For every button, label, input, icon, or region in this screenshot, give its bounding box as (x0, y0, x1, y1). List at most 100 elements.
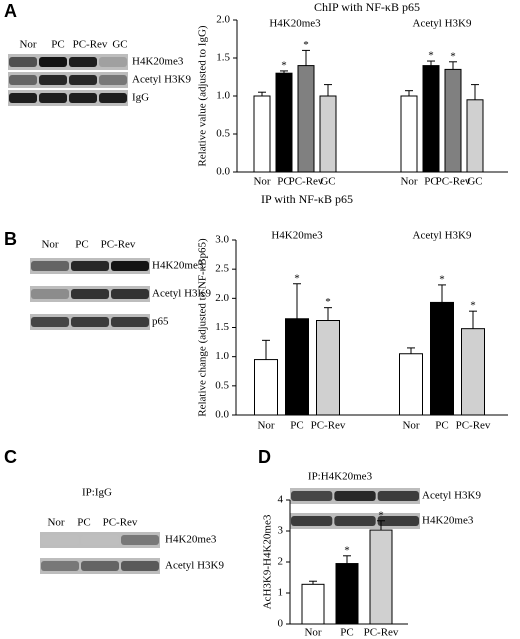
blot-band (31, 289, 69, 299)
blot-title: IP:H4K20me3 (308, 471, 373, 483)
blot-band (111, 289, 149, 299)
significance: * (344, 544, 350, 556)
x-tick-label: Nor (402, 420, 419, 432)
x-tick-label: PC-Rev (436, 176, 471, 188)
blot-band (39, 93, 67, 103)
bar (444, 68, 462, 173)
blot-band (31, 317, 69, 327)
blot-band (377, 491, 419, 501)
blot-band (69, 75, 97, 85)
y-tick-label: 1.0 (215, 350, 229, 362)
x-tick-label: PC-Rev (289, 176, 324, 188)
significance: * (294, 272, 300, 284)
bar (285, 318, 309, 416)
x-tick-label: PC (340, 627, 353, 639)
lane-label: PC-Rev (103, 517, 138, 529)
blot-background (8, 54, 128, 70)
blot-band (291, 491, 333, 501)
x-tick-label: PC (277, 176, 290, 188)
lane-label: Nor (19, 39, 36, 51)
band-label: H4K20me3 (165, 534, 217, 546)
band-label: Acetyl H3K9 (165, 560, 224, 572)
bar (297, 65, 315, 173)
bar (254, 359, 278, 416)
significance: * (470, 300, 476, 312)
x-tick-label: Nor (257, 420, 274, 432)
bar (301, 583, 325, 625)
bar (466, 99, 484, 173)
blot-band (39, 75, 67, 85)
blot-background (8, 90, 128, 106)
significance: * (439, 273, 445, 285)
bar (319, 95, 337, 173)
significance: * (325, 296, 331, 308)
blot-band (69, 57, 97, 67)
blot-band (377, 516, 419, 526)
y-tick-label: 0.5 (215, 379, 229, 391)
bar (335, 563, 359, 625)
blot-band (81, 535, 119, 545)
y-tick-label: 2 (278, 556, 284, 568)
group-label: H4K20me3 (271, 230, 323, 242)
group-label: H4K20me3 (269, 18, 321, 30)
blot-band (121, 561, 159, 571)
y-tick-label: 4 (278, 494, 284, 506)
y-axis-label: Relative value (adjusted to IgG) (197, 25, 209, 166)
blot-band (99, 93, 127, 103)
x-tick-label: Nor (304, 627, 321, 639)
y-tick-label: 2.5 (215, 263, 229, 275)
blot-band (291, 516, 333, 526)
y-tick-label: 1.5 (216, 52, 230, 64)
group-label: Acetyl H3K9 (413, 230, 472, 242)
significance: * (378, 509, 384, 521)
bar (422, 65, 440, 173)
lane-label: PC (77, 517, 90, 529)
bar (275, 72, 293, 173)
y-tick-label: 1 (278, 587, 284, 599)
significance: * (450, 50, 456, 62)
x-tick-label: Nor (253, 176, 270, 188)
y-tick-label: 0 (278, 618, 284, 630)
y-tick-label: 0.0 (215, 409, 229, 421)
blot-band (111, 261, 149, 271)
y-tick-label: 0.5 (216, 128, 230, 140)
panel-label: D (258, 447, 271, 467)
blot-band (9, 75, 37, 85)
x-tick-label: Nor (400, 176, 417, 188)
band-label: H4K20me3 (422, 515, 474, 527)
blot-band (41, 561, 79, 571)
lane-label: PC (75, 239, 88, 251)
blot-band (71, 317, 109, 327)
band-label: H4K20me3 (132, 56, 184, 68)
blot-background (8, 72, 128, 88)
lane-label: PC (51, 39, 64, 51)
significance: * (303, 39, 309, 51)
y-tick-label: 2.0 (215, 292, 229, 304)
x-tick-label: GC (320, 176, 335, 188)
bar (253, 95, 271, 173)
band-label: Acetyl H3K9 (152, 288, 211, 300)
band-label: IgG (132, 92, 149, 104)
blot-title: IP:IgG (82, 487, 112, 499)
y-axis-label: Relative change (adjusted to NF-κBp65) (197, 238, 209, 417)
x-tick-label: PC (435, 420, 448, 432)
blot-band (111, 317, 149, 327)
band-label: p65 (152, 316, 169, 328)
panel-label: B (4, 229, 17, 249)
band-label: Acetyl H3K9 (132, 74, 191, 86)
blot-band (99, 57, 127, 67)
blot-band (334, 491, 376, 501)
bar (430, 301, 454, 416)
y-tick-label: 1.5 (215, 321, 229, 333)
x-tick-label: PC-Rev (311, 420, 346, 432)
blot-band (81, 561, 119, 571)
y-tick-label: 2.0 (216, 14, 230, 26)
y-tick-label: 3 (278, 525, 284, 537)
bar (400, 95, 418, 173)
x-tick-label: PC-Rev (456, 420, 491, 432)
x-tick-label: GC (467, 176, 482, 188)
group-label: Acetyl H3K9 (413, 18, 472, 30)
bar (461, 328, 485, 416)
lane-label: PC-Rev (101, 239, 136, 251)
